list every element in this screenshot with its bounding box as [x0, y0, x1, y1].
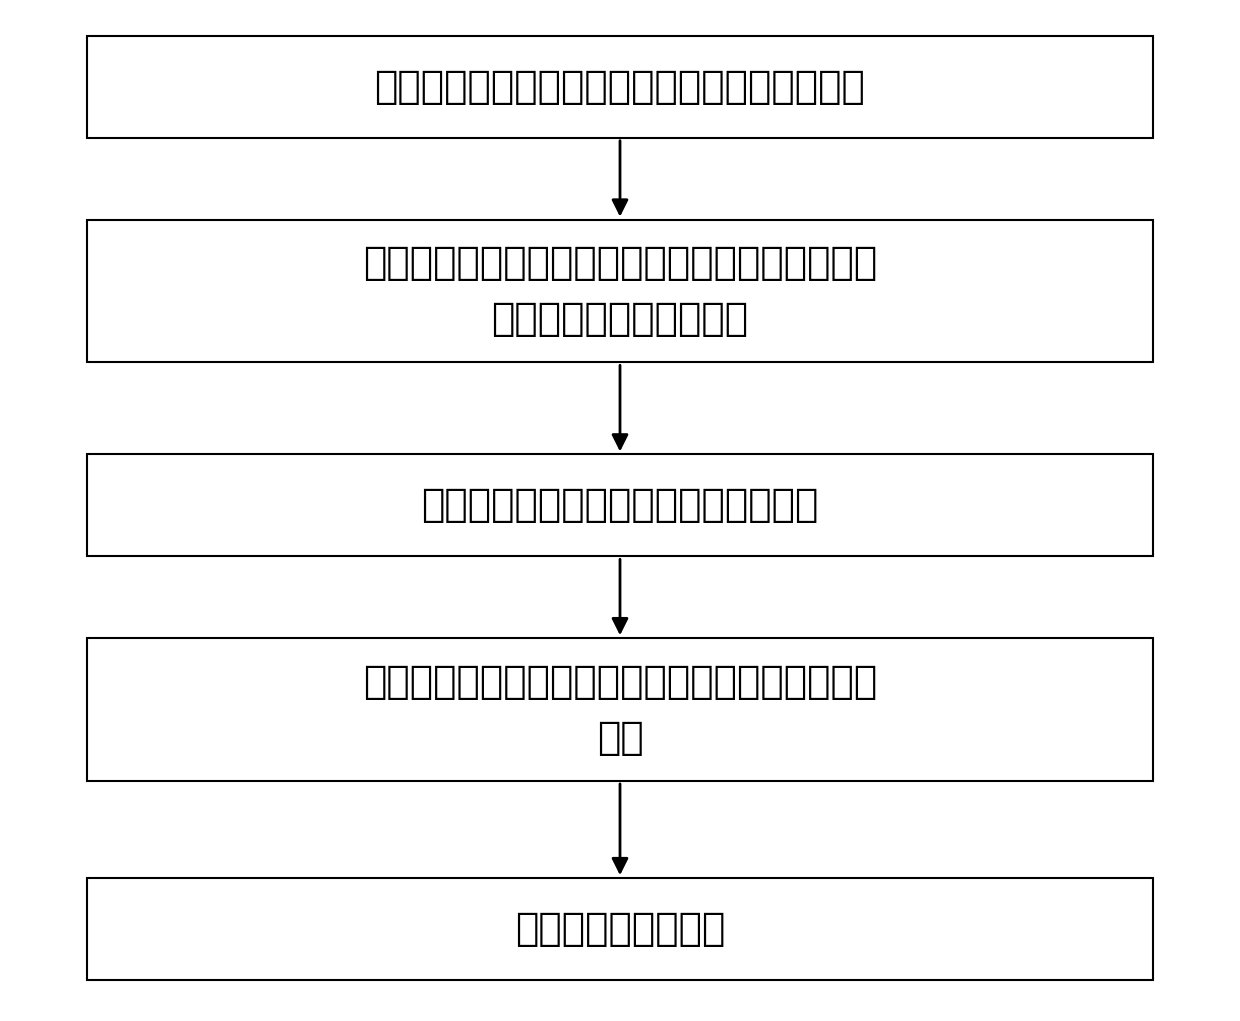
Text: 对测试结果进行分析: 对测试结果进行分析: [515, 910, 725, 949]
FancyBboxPatch shape: [87, 36, 1153, 138]
FancyBboxPatch shape: [87, 638, 1153, 781]
FancyBboxPatch shape: [87, 454, 1153, 556]
FancyBboxPatch shape: [87, 220, 1153, 362]
FancyBboxPatch shape: [87, 878, 1153, 980]
Text: 根据选择的测试模式生成测试结果，并存储到数据
库中: 根据选择的测试模式生成测试结果，并存储到数据 库中: [363, 663, 877, 757]
Text: 将光纤跳线固定在跳线架上，且两端分别与被测光
模块和监控软件模块连接: 将光纤跳线固定在跳线架上，且两端分别与被测光 模块和监控软件模块连接: [363, 244, 877, 338]
Text: 将批量被测光模块采用插拔方式安装在模块架上: 将批量被测光模块采用插拔方式安装在模块架上: [374, 67, 866, 106]
Text: 采集被测光模块及网络设备的状态信息: 采集被测光模块及网络设备的状态信息: [422, 486, 818, 525]
